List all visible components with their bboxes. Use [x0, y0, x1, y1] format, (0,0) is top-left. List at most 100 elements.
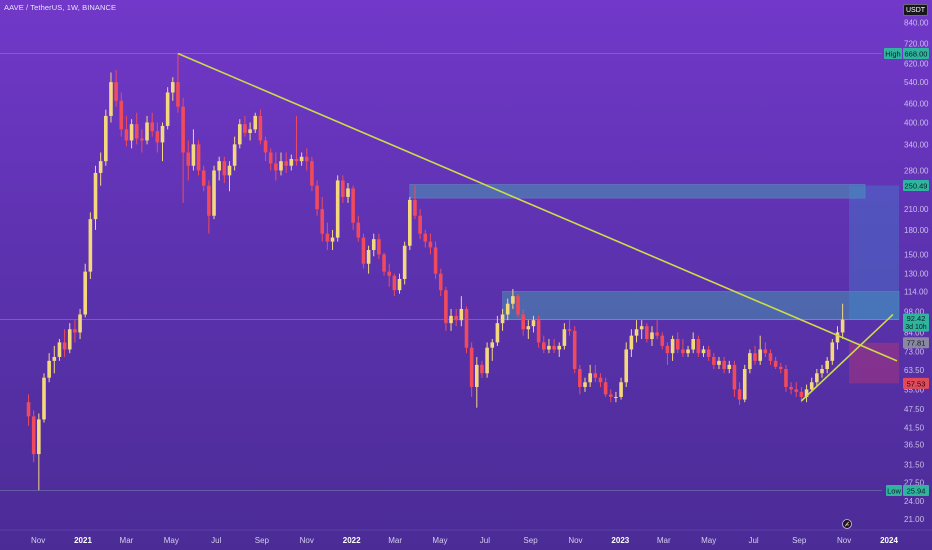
marker-price-tag-value-bg — [903, 337, 929, 349]
candle-down — [794, 389, 799, 392]
candle-up — [42, 377, 46, 420]
candle-down — [155, 131, 160, 143]
price-tick-label: 720.00 — [904, 39, 929, 48]
price-tick-label: 340.00 — [904, 140, 929, 149]
candle-up — [98, 161, 103, 173]
price-tick-label: 24.00 — [904, 497, 925, 506]
candle-down — [207, 185, 211, 216]
current-price-value: 92.42 — [907, 314, 926, 323]
month-tick-label: Mar — [657, 536, 671, 545]
candle-down — [737, 389, 742, 400]
candle-up — [511, 296, 515, 304]
candle-up — [330, 237, 335, 242]
candle-down — [274, 163, 278, 171]
candle-up — [701, 349, 706, 354]
target-zone — [849, 185, 899, 320]
candle-down — [62, 342, 67, 350]
high-price-tag-label-bg — [884, 48, 902, 59]
candle-up — [825, 360, 829, 370]
candle-down — [361, 237, 366, 264]
month-tick-label: Nov — [568, 536, 582, 545]
candle-down — [763, 349, 768, 354]
candle-down — [675, 338, 680, 350]
candle-up — [366, 250, 371, 264]
candle-down — [572, 330, 577, 370]
candle-up — [52, 356, 57, 361]
candle-down — [320, 209, 325, 234]
candle-down — [134, 124, 139, 139]
candle-up — [237, 124, 242, 145]
candle-up — [408, 199, 412, 246]
candle-down — [201, 170, 206, 186]
candle-up — [104, 115, 108, 162]
candle-up — [129, 124, 134, 141]
candle-up — [346, 188, 350, 197]
candle-up — [171, 82, 175, 93]
candle-down — [712, 356, 716, 365]
candle-up — [279, 161, 283, 171]
month-tick-label: Nov — [31, 536, 45, 545]
candle-up — [57, 342, 62, 357]
price-tick-label: 840.00 — [904, 19, 929, 28]
candle-up — [253, 115, 258, 130]
candle-down — [552, 345, 556, 350]
marker-price-tag-value: 77.81 — [907, 339, 926, 348]
candle-up — [47, 360, 51, 378]
candle-down — [268, 152, 273, 164]
candle-down — [681, 349, 685, 354]
candle-up — [227, 165, 232, 176]
candle-down — [696, 338, 701, 354]
resistance-zone-lower — [502, 291, 900, 320]
month-tick-label: May — [701, 536, 716, 545]
candle-up — [232, 144, 237, 166]
candle-down — [243, 124, 247, 133]
candle-down — [315, 185, 319, 210]
candle-up — [109, 82, 113, 116]
candle-down — [392, 275, 397, 291]
price-tick-label: 55.00 — [904, 385, 925, 394]
stop-price-tag-value-bg — [903, 377, 929, 389]
low-price-tag-value-bg — [903, 485, 929, 496]
candle-up — [562, 329, 567, 346]
price-tick-label: 130.00 — [904, 270, 929, 279]
month-tick-label: Sep — [255, 536, 270, 545]
price-tick-label: 210.00 — [904, 205, 929, 214]
candle-up — [634, 329, 639, 336]
event-marker-glyph — [844, 521, 850, 527]
candle-down — [356, 222, 361, 238]
candle-down — [722, 360, 726, 370]
candle-up — [614, 396, 618, 398]
candle-up — [160, 125, 165, 143]
price-tick-label: 63.50 — [904, 366, 925, 375]
candle-down — [778, 366, 783, 370]
candle-down — [196, 144, 201, 171]
descending-trendline[interactable] — [177, 52, 898, 362]
candle-down — [665, 345, 670, 354]
high-price-tag-label: High — [885, 50, 900, 59]
candle-down — [382, 254, 386, 272]
candle-down — [433, 247, 438, 274]
month-tick-label: Jul — [748, 536, 758, 545]
candle-up — [815, 373, 819, 383]
candle-down — [31, 416, 36, 455]
ascending-trendline[interactable] — [800, 313, 894, 402]
candle-down — [26, 402, 31, 417]
candle-up — [397, 278, 402, 291]
candle-down — [753, 353, 757, 361]
candle-down — [567, 329, 572, 331]
candle-up — [629, 335, 634, 350]
candle-down — [119, 100, 124, 130]
month-tick-label: Mar — [120, 536, 134, 545]
candle-up — [217, 161, 221, 171]
candle-down — [186, 152, 191, 166]
candle-up — [650, 332, 654, 339]
currency-selector[interactable]: USDT — [903, 4, 928, 16]
candle-up — [557, 345, 562, 350]
price-tick-label: 98.00 — [904, 308, 925, 317]
year-tick-label: 2022 — [343, 536, 361, 545]
low-price-tag-label: Low — [887, 487, 901, 496]
candle-down — [516, 296, 520, 315]
candle-up — [717, 360, 721, 365]
month-tick-label: May — [164, 536, 179, 545]
